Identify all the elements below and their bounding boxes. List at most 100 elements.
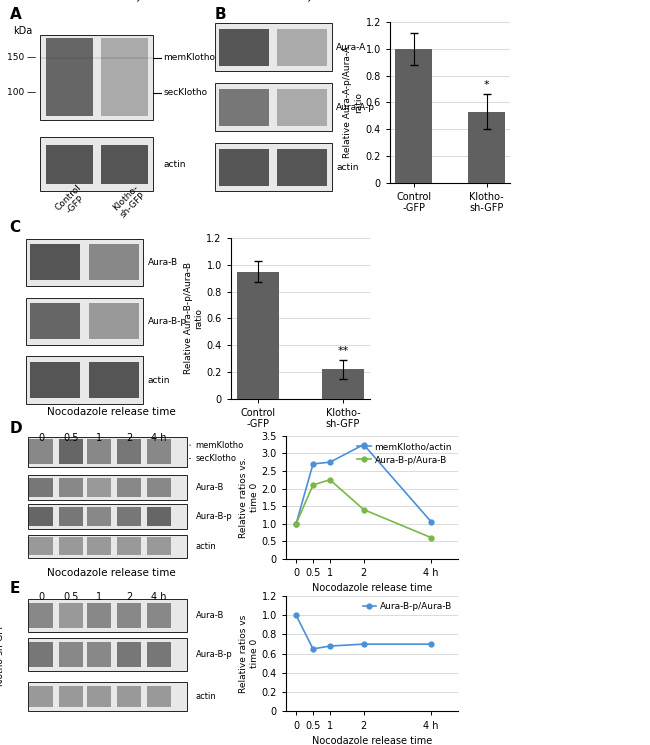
Aura-B-p/Aura-B xyxy=(292,519,300,528)
Bar xyxy=(87,440,111,464)
Bar xyxy=(59,603,83,627)
Text: D: D xyxy=(10,421,22,436)
Text: actin: actin xyxy=(196,542,216,551)
Bar xyxy=(89,244,139,281)
Text: kDa: kDa xyxy=(13,25,32,36)
Bar xyxy=(117,603,141,627)
Bar xyxy=(237,272,280,399)
Y-axis label: Relative ratios vs
time 0: Relative ratios vs time 0 xyxy=(239,615,259,693)
Text: Aura-B-p: Aura-B-p xyxy=(148,317,187,326)
Bar xyxy=(101,39,148,116)
Y-axis label: Relative Aura-B-p/Aura-B
ratio: Relative Aura-B-p/Aura-B ratio xyxy=(184,262,203,375)
Text: **: ** xyxy=(337,346,348,356)
Text: Control
-GFP: Control -GFP xyxy=(77,0,113,4)
Text: Aura-B: Aura-B xyxy=(148,258,177,267)
Text: Klotho-
sh-GFP: Klotho- sh-GFP xyxy=(111,183,147,220)
memKlotho/actin xyxy=(326,457,334,466)
Bar xyxy=(29,686,53,707)
Line: memKlotho/actin: memKlotho/actin xyxy=(294,443,434,526)
Line: Aura-B-p/Aura-B: Aura-B-p/Aura-B xyxy=(294,478,434,540)
Text: Aura-B: Aura-B xyxy=(196,484,224,492)
Text: 0.5: 0.5 xyxy=(63,592,79,603)
memKlotho/actin xyxy=(292,519,300,528)
Text: Nocodazole release time: Nocodazole release time xyxy=(47,568,176,578)
Bar xyxy=(29,507,53,526)
Text: 4 h: 4 h xyxy=(151,433,167,443)
Bar xyxy=(147,642,171,667)
Bar xyxy=(278,149,328,186)
Bar xyxy=(395,49,432,183)
Bar xyxy=(87,478,111,498)
Bar xyxy=(26,238,143,286)
Text: 150 —: 150 — xyxy=(7,53,36,62)
Bar xyxy=(89,303,139,340)
Text: actin: actin xyxy=(196,692,216,701)
Aura-B-p/Aura-B xyxy=(326,641,334,650)
Bar xyxy=(29,440,53,464)
Bar xyxy=(147,478,171,498)
Bar xyxy=(28,534,187,558)
Bar xyxy=(214,83,332,131)
Line: Aura-B-p/Aura-B: Aura-B-p/Aura-B xyxy=(294,613,434,651)
Text: 4 h: 4 h xyxy=(151,592,167,603)
Text: Aura-A-p: Aura-A-p xyxy=(336,103,375,112)
Bar xyxy=(46,39,93,116)
Bar xyxy=(101,145,148,184)
Bar xyxy=(117,537,141,555)
Text: memKlotho: memKlotho xyxy=(163,53,215,62)
Bar xyxy=(278,89,328,126)
Text: actin: actin xyxy=(336,162,359,172)
Text: Klotho-
sh-GFP: Klotho- sh-GFP xyxy=(296,0,333,4)
Bar xyxy=(26,357,143,404)
Bar xyxy=(469,112,505,183)
Bar xyxy=(219,89,269,126)
Bar xyxy=(147,507,171,526)
Text: 0: 0 xyxy=(38,592,44,603)
Bar xyxy=(40,34,153,120)
Bar xyxy=(28,638,187,670)
Text: 0.5: 0.5 xyxy=(63,433,79,443)
Text: actin: actin xyxy=(163,160,186,169)
memKlotho/actin xyxy=(360,440,368,449)
Bar xyxy=(87,603,111,627)
Bar xyxy=(59,478,83,498)
Text: Control
-GFP: Control -GFP xyxy=(53,183,90,220)
Text: B: B xyxy=(214,7,226,22)
Bar xyxy=(89,362,139,399)
Aura-B-p/Aura-B xyxy=(427,533,435,542)
Text: 2: 2 xyxy=(126,433,132,443)
Bar xyxy=(59,537,83,555)
Bar xyxy=(219,29,269,66)
Bar xyxy=(147,537,171,555)
Bar xyxy=(117,642,141,667)
Aura-B-p/Aura-B xyxy=(309,481,317,489)
Text: 100 —: 100 — xyxy=(7,88,36,97)
Aura-B-p/Aura-B xyxy=(427,640,435,649)
memKlotho/actin xyxy=(427,517,435,526)
Bar xyxy=(31,244,81,281)
Bar xyxy=(147,440,171,464)
Bar xyxy=(31,362,81,399)
Bar xyxy=(117,478,141,498)
Bar xyxy=(28,599,187,632)
Text: Control
-GFP: Control -GFP xyxy=(242,0,279,4)
Text: secKlotho: secKlotho xyxy=(196,454,237,463)
Text: *: * xyxy=(484,80,489,90)
Bar xyxy=(28,504,187,529)
Bar xyxy=(87,686,111,707)
Text: E: E xyxy=(10,581,20,596)
Text: A: A xyxy=(10,7,21,22)
Aura-B-p/Aura-B xyxy=(326,475,334,484)
Bar xyxy=(28,437,187,467)
Bar xyxy=(117,440,141,464)
Bar xyxy=(29,642,53,667)
Bar xyxy=(322,370,364,399)
Text: secKlotho: secKlotho xyxy=(163,88,207,97)
X-axis label: Nocodazole release time: Nocodazole release time xyxy=(312,583,432,593)
X-axis label: Nocodazole release time: Nocodazole release time xyxy=(312,736,432,745)
Aura-B-p/Aura-B xyxy=(360,505,368,514)
Bar xyxy=(214,143,332,191)
Text: 2: 2 xyxy=(126,592,132,603)
Bar xyxy=(147,686,171,707)
Bar xyxy=(59,686,83,707)
